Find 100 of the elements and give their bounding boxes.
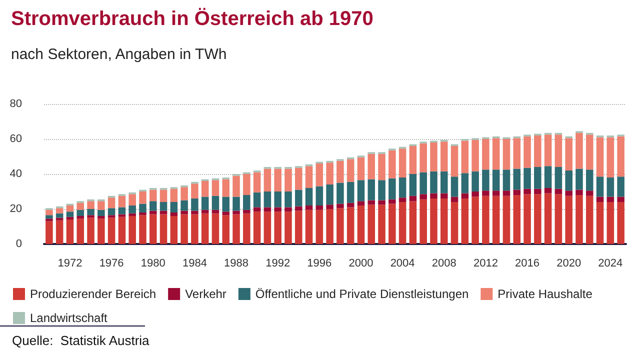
bar xyxy=(160,190,168,202)
bar xyxy=(180,200,188,211)
bar xyxy=(212,210,220,214)
bar xyxy=(472,171,479,192)
bar xyxy=(586,190,594,196)
bar xyxy=(420,143,427,172)
y-tick-label: 40 xyxy=(10,168,22,180)
source-note: Quelle: Statistik Austria xyxy=(12,333,150,348)
bar xyxy=(524,136,531,168)
bar xyxy=(420,172,427,194)
bar xyxy=(149,214,157,244)
bar xyxy=(274,212,282,244)
x-tick-label: 2000 xyxy=(348,258,374,270)
bar xyxy=(212,213,220,244)
bar xyxy=(294,210,302,244)
bar xyxy=(326,209,334,244)
bar xyxy=(294,190,302,206)
bar xyxy=(440,142,448,172)
bar xyxy=(492,196,500,244)
bar xyxy=(346,202,354,208)
bar xyxy=(357,157,365,180)
bar xyxy=(316,210,324,244)
bar xyxy=(409,146,417,174)
bar xyxy=(180,214,188,244)
bar xyxy=(180,187,188,200)
bar xyxy=(98,216,105,219)
bar xyxy=(284,207,292,212)
bar xyxy=(378,204,386,244)
bar xyxy=(316,164,324,186)
bar xyxy=(544,193,552,244)
bar xyxy=(253,172,261,192)
bar xyxy=(264,168,272,192)
bar xyxy=(368,179,376,200)
bar xyxy=(440,198,448,244)
bar xyxy=(191,210,198,214)
bar xyxy=(212,196,220,210)
bar xyxy=(482,190,490,196)
bar xyxy=(149,210,157,214)
bar xyxy=(378,200,386,205)
bar xyxy=(316,206,324,210)
y-tick-label: 80 xyxy=(10,98,22,110)
bar xyxy=(461,198,469,244)
bar xyxy=(232,210,240,214)
bar xyxy=(76,216,84,219)
bar xyxy=(336,208,344,244)
bar xyxy=(336,160,344,183)
bar xyxy=(316,186,324,206)
bar xyxy=(472,196,479,244)
bar xyxy=(502,139,510,170)
bar xyxy=(420,194,427,200)
bar xyxy=(565,190,572,196)
bar xyxy=(524,194,531,244)
bar xyxy=(46,215,53,219)
bar xyxy=(544,134,552,166)
bar xyxy=(128,194,136,206)
bar xyxy=(420,199,427,244)
bar xyxy=(576,168,583,190)
bar xyxy=(139,215,146,244)
bar xyxy=(128,216,136,244)
bar xyxy=(398,178,406,198)
bar xyxy=(554,194,562,244)
bar xyxy=(222,212,230,216)
bar xyxy=(232,214,240,244)
bar xyxy=(98,218,105,244)
bar xyxy=(170,188,178,202)
bar xyxy=(586,170,594,191)
bar xyxy=(76,218,84,244)
bar xyxy=(461,140,469,174)
bar xyxy=(243,174,250,195)
bar xyxy=(87,209,94,216)
bar xyxy=(482,139,490,170)
bar xyxy=(66,206,74,212)
bar xyxy=(450,146,458,177)
bar xyxy=(139,212,146,216)
x-tick-label: 1984 xyxy=(182,258,207,270)
bar xyxy=(450,176,458,197)
bar xyxy=(128,213,136,216)
bar xyxy=(388,199,396,204)
bar xyxy=(398,202,406,244)
bar xyxy=(46,210,53,216)
bar xyxy=(294,206,302,211)
bar xyxy=(409,196,417,202)
bar xyxy=(108,218,116,244)
bar xyxy=(160,214,168,244)
x-tick-label: 2008 xyxy=(432,258,456,270)
bar xyxy=(139,204,146,212)
bar xyxy=(586,134,594,170)
bar xyxy=(368,200,376,205)
bar xyxy=(576,190,583,195)
bar xyxy=(326,184,334,205)
bar xyxy=(46,221,53,244)
bar xyxy=(450,202,458,244)
bar xyxy=(160,202,168,211)
bar xyxy=(108,215,116,218)
bar xyxy=(284,212,292,244)
bar xyxy=(534,167,542,189)
bar xyxy=(56,220,64,244)
bar xyxy=(201,181,209,197)
bar xyxy=(430,171,438,194)
bar xyxy=(346,207,354,244)
